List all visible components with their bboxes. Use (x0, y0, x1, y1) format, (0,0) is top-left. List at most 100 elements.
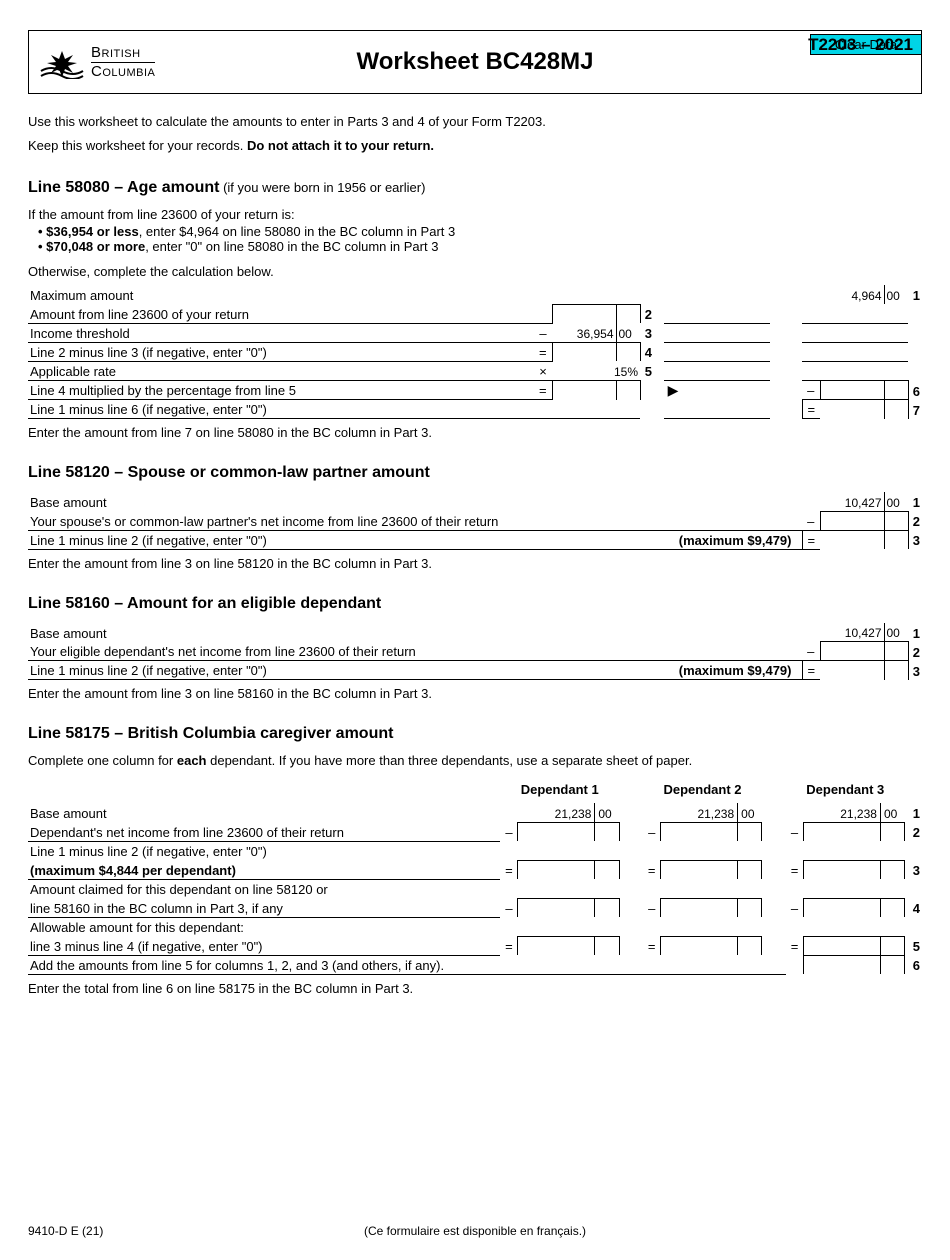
b1b: , enter $4,964 on line 58080 in the BC c… (139, 224, 456, 239)
d2r2-c[interactable] (738, 822, 762, 841)
d3r4-box[interactable] (804, 898, 881, 917)
d1r2-box[interactable] (518, 822, 595, 841)
d2r3-box[interactable] (661, 860, 738, 879)
d2r2-box[interactable] (661, 822, 738, 841)
d1r3-c[interactable] (595, 860, 619, 879)
s3r3-cents[interactable] (884, 661, 908, 680)
dep1-h: Dependant 1 (500, 778, 619, 803)
s3r3-max: (maximum $9,479) (679, 663, 792, 678)
s3r2-cents[interactable] (884, 642, 908, 661)
s3r2-label: Your eligible dependant's net income fro… (28, 642, 802, 661)
bc-logo: British Columbia (29, 45, 155, 80)
r2-label: Amount from line 23600 of your return (28, 304, 534, 323)
s2r2-ln: 2 (908, 511, 922, 530)
r6-box2[interactable] (820, 380, 884, 400)
s2r3-max: (maximum $9,479) (679, 533, 792, 548)
heading-58175: Line 58175 – British Columbia caregiver … (28, 725, 393, 742)
s2r1-label: Base amount (28, 492, 802, 511)
s2r2-cents[interactable] (884, 511, 908, 530)
r7-cents[interactable] (884, 400, 908, 419)
s2r3-cents[interactable] (884, 530, 908, 549)
r7-label: Line 1 minus line 6 (if negative, enter … (28, 400, 534, 419)
otherwise-58080: Otherwise, complete the calculation belo… (28, 264, 922, 279)
r6-ln: 6 (908, 380, 922, 400)
c-r3a: Line 1 minus line 2 (if negative, enter … (28, 841, 500, 860)
d2r1-c: 00 (738, 803, 762, 822)
post-58120: Enter the amount from line 3 on line 581… (28, 556, 922, 571)
r5-label: Applicable rate (28, 361, 534, 380)
lead-b: each (177, 753, 207, 768)
r1-cents: 00 (884, 285, 908, 304)
intro-p1: Use this worksheet to calculate the amou… (28, 112, 922, 132)
lead-c: dependant. If you have more than three d… (207, 753, 693, 768)
d2r3-c[interactable] (738, 860, 762, 879)
r4-cents[interactable] (616, 342, 640, 361)
d1r5-c[interactable] (595, 936, 619, 955)
d1r3-box[interactable] (518, 860, 595, 879)
r3-amt: 36,954 (552, 323, 616, 342)
d1r5-box[interactable] (518, 936, 595, 955)
r6-total-box[interactable] (804, 955, 881, 974)
s2r3-ln: 3 (908, 530, 922, 549)
c-r6-ln: 6 (905, 955, 922, 974)
c-r1-ln: 1 (905, 803, 922, 822)
r2-cents[interactable] (616, 304, 640, 323)
d2r5-c[interactable] (738, 936, 762, 955)
heading-58160: Line 58160 – Amount for an eligible depe… (28, 595, 381, 612)
intro-p2a: Keep this worksheet for your records. (28, 138, 247, 153)
d1r4-c[interactable] (595, 898, 619, 917)
d3r2-c[interactable] (880, 822, 904, 841)
s2r2-label: Your spouse's or common-law partner's ne… (28, 511, 802, 530)
post-58175: Enter the total from line 6 on line 5817… (28, 981, 922, 996)
d1r1-amt: 21,238 (518, 803, 595, 822)
footer-mid: (Ce formulaire est disponible en françai… (364, 1224, 586, 1238)
post-58160: Enter the amount from line 3 on line 581… (28, 686, 922, 701)
r1-ln: 1 (908, 285, 922, 304)
d3r2-box[interactable] (804, 822, 881, 841)
dep3-h: Dependant 3 (786, 778, 905, 803)
d3r4-c[interactable] (880, 898, 904, 917)
d2r4-c[interactable] (738, 898, 762, 917)
c-r1: Base amount (28, 803, 500, 822)
d2r4-box[interactable] (661, 898, 738, 917)
r4-box[interactable] (552, 342, 616, 361)
dep2-h: Dependant 2 (643, 778, 762, 803)
r6-box1[interactable] (552, 380, 616, 400)
s3r3-box[interactable] (820, 661, 884, 680)
d3r3-box[interactable] (804, 860, 881, 879)
form-header: T2203 – 2021 British Columbia Worksheet … (28, 30, 922, 94)
r7-box[interactable] (820, 400, 884, 419)
r6-cents1[interactable] (616, 380, 640, 400)
s3r1-cents: 00 (884, 623, 908, 642)
s3r2-box[interactable] (820, 642, 884, 661)
s3r3-text: Line 1 minus line 2 (if negative, enter … (30, 663, 267, 678)
intro-p2b: Do not attach it to your return. (247, 138, 434, 153)
d2r1-amt: 21,238 (661, 803, 738, 822)
post-58080: Enter the amount from line 7 on line 580… (28, 425, 922, 440)
d1r4-box[interactable] (518, 898, 595, 917)
heading-58120: Line 58120 – Spouse or common-law partne… (28, 464, 430, 481)
logo-text-2: Columbia (91, 62, 155, 80)
r6-cents2[interactable] (884, 380, 908, 400)
r5-ln: 5 (640, 361, 654, 380)
s2r3-box[interactable] (820, 530, 884, 549)
r6-total-c[interactable] (880, 955, 904, 974)
c-r4a: Amount claimed for this dependant on lin… (28, 879, 500, 898)
d3r5-c[interactable] (880, 936, 904, 955)
s2r1-amt: 10,427 (820, 492, 884, 511)
d2r5-box[interactable] (661, 936, 738, 955)
page-title: Worksheet BC428MJ (357, 48, 594, 76)
r1-amt: 4,964 (820, 285, 884, 304)
s2r2-box[interactable] (820, 511, 884, 530)
d3r5-box[interactable] (804, 936, 881, 955)
d3r3-c[interactable] (880, 860, 904, 879)
c-r4b: line 58160 in the BC column in Part 3, i… (28, 898, 500, 917)
r2-box[interactable] (552, 304, 616, 323)
r6-label: Line 4 multiplied by the percentage from… (28, 380, 534, 400)
c-r3-ln: 3 (905, 860, 922, 879)
c-r6: Add the amounts from line 5 for columns … (28, 955, 786, 974)
s2r3-text: Line 1 minus line 2 (if negative, enter … (30, 533, 267, 548)
heading-58080-sub: (if you were born in 1956 or earlier) (219, 180, 425, 195)
d1r2-c[interactable] (595, 822, 619, 841)
lead-58175: Complete one column for each dependant. … (28, 753, 922, 768)
